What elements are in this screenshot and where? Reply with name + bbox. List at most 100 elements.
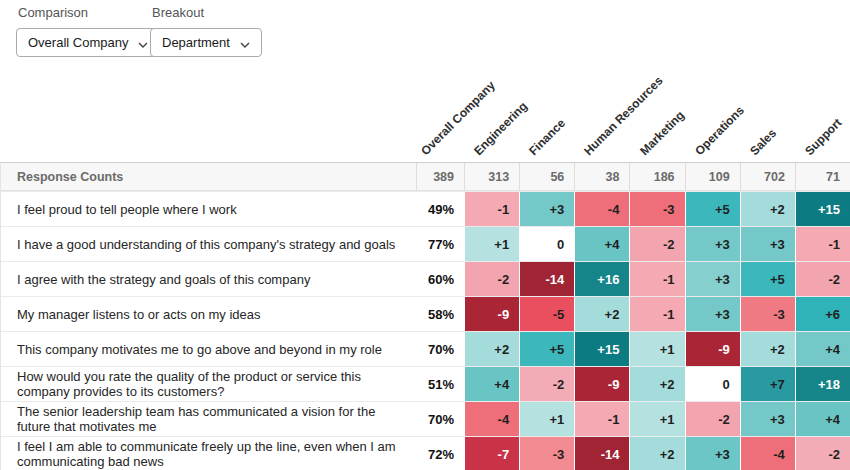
heatmap-cell-r3-finance[interactable]: -14 (519, 262, 574, 296)
question-text: The senior leadership team has communica… (1, 402, 416, 436)
heatmap-cell-r1-human-resources[interactable]: -4 (574, 192, 629, 226)
question-text: I have a good understanding of this comp… (1, 227, 416, 261)
table-row: How would you rate the quality of the pr… (1, 366, 850, 401)
heatmap-cell-r6-operations[interactable]: 0 (685, 367, 740, 401)
heatmap-cell-r6-finance[interactable]: -2 (519, 367, 574, 401)
heatmap-cell-r2-finance[interactable]: 0 (519, 227, 574, 261)
response-counts-label: Response Counts (1, 163, 416, 190)
table-row: My manager listens to or acts on my idea… (1, 296, 850, 331)
heatmap-cell-r8-finance[interactable]: -3 (519, 437, 574, 470)
question-text: I feel I am able to communicate freely u… (1, 437, 416, 470)
heatmap-cell-r3-engineering[interactable]: -2 (464, 262, 519, 296)
breakout-control: Breakout Department (150, 5, 262, 57)
comparison-control: Comparison Overall Company (16, 5, 160, 57)
heatmap-widget: Overall CompanyEngineeringFinanceHuman R… (0, 63, 850, 470)
heatmap-cell-r4-marketing[interactable]: -1 (629, 297, 684, 331)
heatmap-cell-r5-operations[interactable]: -9 (685, 332, 740, 366)
heatmap-cell-r3-marketing[interactable]: -1 (629, 262, 684, 296)
heatmap-cell-r7-support[interactable]: +4 (795, 402, 850, 436)
heatmap-cell-r5-support[interactable]: +4 (795, 332, 850, 366)
heatmap-cell-r8-marketing[interactable]: +2 (629, 437, 684, 470)
response-count-support: 71 (795, 163, 850, 190)
response-counts-row: Response Counts389313563818610970271 (1, 163, 850, 191)
overall-score: 60% (416, 262, 464, 296)
heatmap-cell-r2-sales[interactable]: +3 (740, 227, 795, 261)
heatmap-cell-r8-operations[interactable]: +3 (685, 437, 740, 470)
response-count-engineering: 313 (464, 163, 519, 190)
heatmap-cell-r1-engineering[interactable]: -1 (464, 192, 519, 226)
heatmap-cell-r6-human-resources[interactable]: -9 (574, 367, 629, 401)
heatmap-cell-r1-support[interactable]: +15 (795, 192, 850, 226)
column-header-marketing[interactable]: Marketing (637, 108, 687, 158)
heatmap-cell-r5-sales[interactable]: +2 (740, 332, 795, 366)
comparison-dropdown[interactable]: Overall Company (16, 28, 160, 57)
heatmap-cell-r1-marketing[interactable]: -3 (629, 192, 684, 226)
heatmap-table: Response Counts389313563818610970271I fe… (0, 162, 850, 470)
heatmap-cell-r6-marketing[interactable]: +2 (629, 367, 684, 401)
heatmap-cell-r1-finance[interactable]: +3 (519, 192, 574, 226)
overall-score: 70% (416, 332, 464, 366)
comparison-selected-value: Overall Company (28, 35, 128, 50)
heatmap-cell-r3-human-resources[interactable]: +16 (574, 262, 629, 296)
heatmap-cell-r7-operations[interactable]: -2 (685, 402, 740, 436)
column-header-operations[interactable]: Operations (692, 103, 747, 158)
heatmap-cell-r7-finance[interactable]: +1 (519, 402, 574, 436)
column-header-sales[interactable]: Sales (747, 126, 779, 158)
column-headers: Overall CompanyEngineeringFinanceHuman R… (0, 63, 850, 162)
question-text: How would you rate the quality of the pr… (1, 367, 416, 401)
heatmap-cell-r4-human-resources[interactable]: +2 (574, 297, 629, 331)
overall-score: 58% (416, 297, 464, 331)
heatmap-cell-r7-engineering[interactable]: -4 (464, 402, 519, 436)
heatmap-cell-r5-marketing[interactable]: +1 (629, 332, 684, 366)
overall-score: 70% (416, 402, 464, 436)
heatmap-cell-r7-human-resources[interactable]: -1 (574, 402, 629, 436)
heatmap-cell-r8-engineering[interactable]: -7 (464, 437, 519, 470)
heatmap-cell-r2-operations[interactable]: +3 (685, 227, 740, 261)
heatmap-cell-r2-engineering[interactable]: +1 (464, 227, 519, 261)
filter-bar: Comparison Overall Company Breakout Depa… (0, 0, 850, 63)
question-text: This company motivates me to go above an… (1, 332, 416, 366)
heatmap-cell-r8-sales[interactable]: -4 (740, 437, 795, 470)
heatmap-cell-r6-support[interactable]: +18 (795, 367, 850, 401)
heatmap-cell-r4-finance[interactable]: -5 (519, 297, 574, 331)
breakout-label: Breakout (152, 5, 262, 20)
breakout-dropdown[interactable]: Department (150, 28, 262, 57)
response-count-sales: 702 (740, 163, 795, 190)
question-text: My manager listens to or acts on my idea… (1, 297, 416, 331)
question-text: I feel proud to tell people where I work (1, 192, 416, 226)
heatmap-cell-r7-marketing[interactable]: +1 (629, 402, 684, 436)
heatmap-cell-r4-support[interactable]: +6 (795, 297, 850, 331)
heatmap-cell-r1-sales[interactable]: +2 (740, 192, 795, 226)
heatmap-cell-r4-engineering[interactable]: -9 (464, 297, 519, 331)
heatmap-cell-r5-human-resources[interactable]: +15 (574, 332, 629, 366)
heatmap-cell-r3-support[interactable]: -2 (795, 262, 850, 296)
heatmap-cell-r6-sales[interactable]: +7 (740, 367, 795, 401)
heatmap-cell-r4-sales[interactable]: -3 (740, 297, 795, 331)
heatmap-cell-r5-engineering[interactable]: +2 (464, 332, 519, 366)
heatmap-cell-r1-operations[interactable]: +5 (685, 192, 740, 226)
heatmap-cell-r3-operations[interactable]: +3 (685, 262, 740, 296)
heatmap-cell-r8-human-resources[interactable]: -14 (574, 437, 629, 470)
column-header-support[interactable]: Support (802, 116, 844, 158)
heatmap-cell-r8-support[interactable]: -2 (795, 437, 850, 470)
heatmap-cell-r2-human-resources[interactable]: +4 (574, 227, 629, 261)
heatmap-cell-r6-engineering[interactable]: +4 (464, 367, 519, 401)
chevron-down-icon (138, 38, 148, 48)
overall-score: 72% (416, 437, 464, 470)
heatmap-cell-r2-support[interactable]: -1 (795, 227, 850, 261)
breakout-selected-value: Department (162, 35, 230, 50)
table-row: This company motivates me to go above an… (1, 331, 850, 366)
overall-score: 51% (416, 367, 464, 401)
overall-score: 77% (416, 227, 464, 261)
heatmap-cell-r7-sales[interactable]: +3 (740, 402, 795, 436)
column-header-engineering[interactable]: Engineering (471, 99, 530, 158)
heatmap-cell-r3-sales[interactable]: +5 (740, 262, 795, 296)
response-count-overall-company: 389 (416, 163, 464, 190)
question-text: I agree with the strategy and goals of t… (1, 262, 416, 296)
table-row: The senior leadership team has communica… (1, 401, 850, 436)
heatmap-cell-r2-marketing[interactable]: -2 (629, 227, 684, 261)
column-header-finance[interactable]: Finance (526, 116, 568, 158)
chevron-down-icon (240, 38, 250, 48)
heatmap-cell-r5-finance[interactable]: +5 (519, 332, 574, 366)
heatmap-cell-r4-operations[interactable]: +3 (685, 297, 740, 331)
